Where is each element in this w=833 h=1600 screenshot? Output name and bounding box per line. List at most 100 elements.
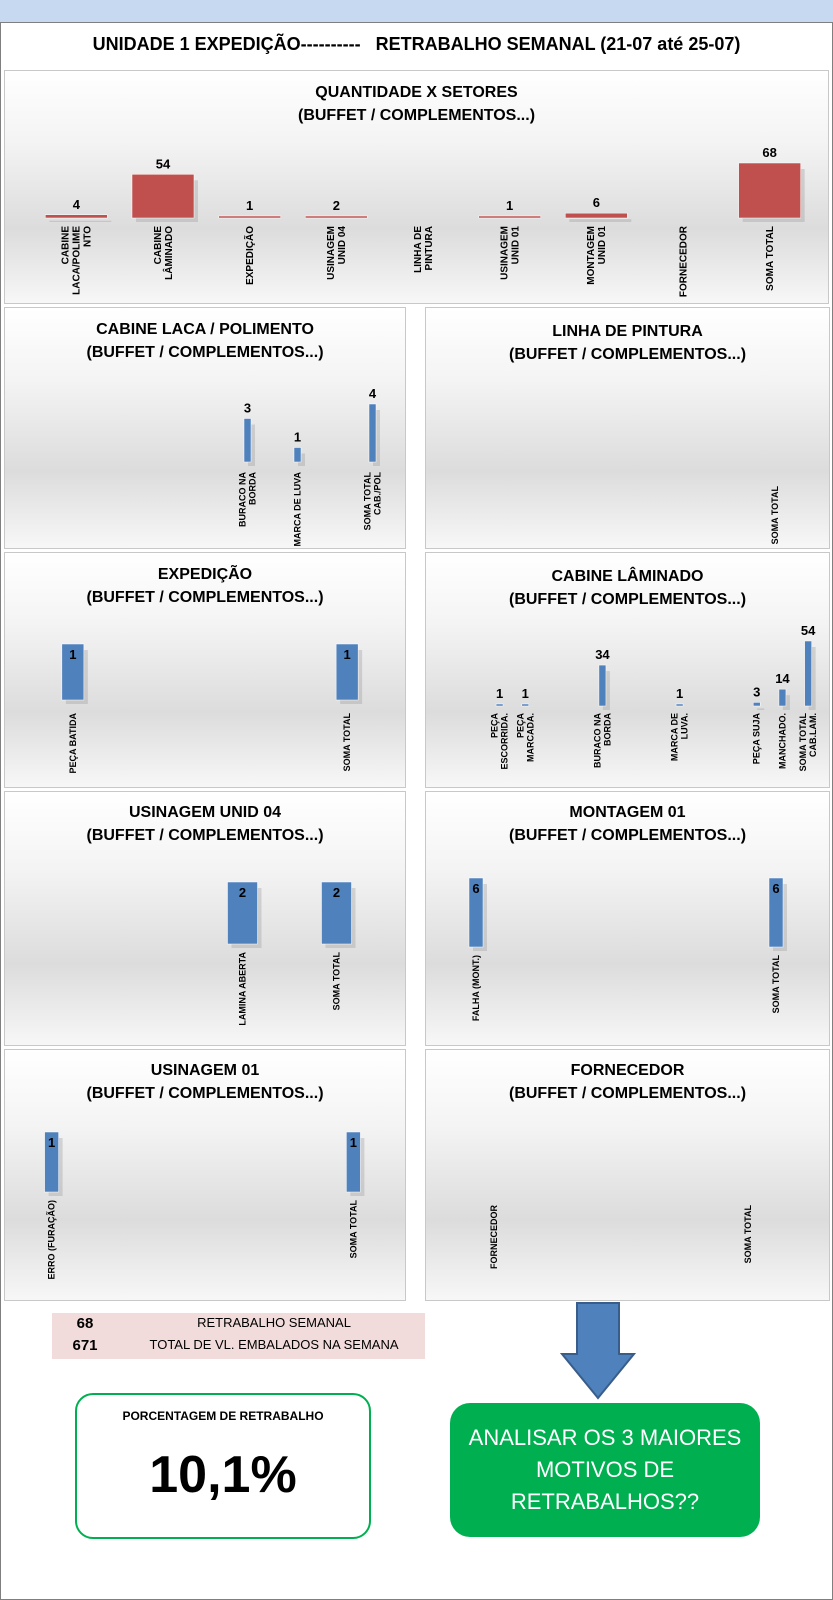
category-label-line: UNID 01 xyxy=(597,226,608,265)
category-label-line: SOMA TOTAL xyxy=(743,1205,753,1264)
category-label-line: ERRO (FURAÇÃO) xyxy=(47,1200,57,1280)
category-label-line: MARCADA. xyxy=(525,713,535,762)
category-label-line: MANCHADO. xyxy=(777,713,787,769)
summary-value: 671 xyxy=(72,1337,98,1354)
category-label: USINAGEM UNID 04 xyxy=(326,226,348,280)
chart-subtitle: (BUFFET / COMPLEMENTOS...) xyxy=(508,827,747,844)
category-label-line: SOMA TOTAL xyxy=(771,955,781,1014)
category-label: SOMA TOTAL xyxy=(348,1200,358,1259)
chart-usinagem-01: 1 ERRO (FURAÇÃO) 1 SOMA TOTAL xyxy=(44,1131,365,1280)
chart-subtitle: (BUFFET / COMPLEMENTOS...) xyxy=(86,589,324,606)
bar xyxy=(305,215,368,219)
category-label-line: EXPEDIÇÃO xyxy=(243,226,256,285)
data-label: 1 xyxy=(344,647,351,662)
chart-subtitle: (BUFFET / COMPLEMENTOS...) xyxy=(86,827,324,844)
percentage-value: 10,1% xyxy=(149,1446,297,1504)
chart-montagem-01: 6 FALHA (MONT.) 6 SOMA TOTAL xyxy=(468,877,787,1021)
data-label: 1 xyxy=(69,647,76,662)
bar xyxy=(804,640,812,707)
category-label-line: UNID 01 xyxy=(511,226,522,265)
chart-panel-setores: QUANTIDADE X SETORES (BUFFET / COMPLEMEN… xyxy=(4,70,829,304)
bar xyxy=(131,174,195,219)
bar xyxy=(346,1131,361,1193)
category-label: SOMA TOTAL xyxy=(743,1205,753,1264)
bar-shadow xyxy=(757,708,765,710)
category-label: FORNECEDOR xyxy=(489,1205,499,1270)
category-label: SOMA TOTAL CAB.LAM. xyxy=(798,713,818,772)
bar xyxy=(321,881,352,945)
bar xyxy=(61,643,85,701)
data-label: 6 xyxy=(472,881,479,896)
bar xyxy=(368,403,377,463)
bar-shadow xyxy=(782,695,790,710)
chart-panel-montagem-01: MONTAGEM 01 (BUFFET / COMPLEMENTOS...) 6… xyxy=(425,791,830,1046)
category-label-line: USINAGEM xyxy=(500,226,511,280)
summary-row-retrabalho: 68 RETRABALHO SEMANAL xyxy=(52,1315,425,1337)
category-label-line: USINAGEM xyxy=(326,226,337,280)
category-label-line: PEÇA SUJA xyxy=(752,713,762,765)
chart-title: FORNECEDOR xyxy=(570,1062,685,1079)
category-label-line: FALHA (MONT.) xyxy=(471,955,481,1021)
category-label-line: CAB.LAM. xyxy=(808,713,818,757)
chart-panel-cabine-laca: CABINE LACA / POLIMENTO (BUFFET / COMPLE… xyxy=(4,307,406,549)
category-label-line: ESCORRIDA. xyxy=(500,713,510,770)
category-label-line: FORNECEDOR xyxy=(678,225,689,297)
category-label-line: SOMA TOTAL xyxy=(348,1200,358,1259)
bar xyxy=(598,664,607,707)
category-label: CABINE LACA/POLIME NTO xyxy=(61,226,94,295)
data-label: 34 xyxy=(595,647,610,662)
bar xyxy=(768,877,784,948)
chart-subtitle: (BUFFET / COMPLEMENTOS...) xyxy=(508,346,747,363)
chart-title: QUANTIDADE X SETORES xyxy=(315,84,518,101)
bar-shadow xyxy=(373,410,380,466)
category-label: ERRO (FURAÇÃO) xyxy=(47,1200,57,1280)
data-label: 6 xyxy=(593,195,600,210)
category-label: PEÇA BATIDA xyxy=(68,713,78,774)
category-label: EXPEDIÇÃO xyxy=(243,226,256,285)
data-label: 1 xyxy=(48,1135,55,1150)
category-label: PEÇA MARCADA. xyxy=(515,713,535,762)
data-label: 2 xyxy=(333,885,340,900)
down-arrow-icon xyxy=(560,1302,636,1400)
data-label: 1 xyxy=(246,198,253,213)
category-label: PEÇA SUJA xyxy=(752,713,762,765)
bar xyxy=(478,215,541,219)
category-label: SOMA TOTAL xyxy=(770,486,780,545)
bar xyxy=(218,215,281,219)
category-label: SOMA TOTAL xyxy=(332,952,342,1011)
chart-subtitle: (BUFFET / COMPLEMENTOS...) xyxy=(508,591,747,608)
category-label-line: LINHA DE xyxy=(413,226,424,273)
category-label: LINHA DE PINTURA xyxy=(413,226,435,273)
data-label: 1 xyxy=(350,1135,357,1150)
bar xyxy=(243,418,252,463)
chart-subtitle: (BUFFET / COMPLEMENTOS...) xyxy=(86,1085,324,1102)
percentage-label: PORCENTAGEM DE RETRABALHO xyxy=(122,1409,324,1423)
category-label-line: CABINE xyxy=(153,226,164,265)
category-label-line: NTO xyxy=(83,226,94,247)
chart-title: CABINE LÂMINADO xyxy=(551,568,704,585)
category-label: MARCA DE LUVA xyxy=(293,472,303,547)
category-label-line: UNID 04 xyxy=(337,226,348,265)
category-label-line: BURACO NA xyxy=(592,713,602,768)
category-label: USINAGEM UNID 01 xyxy=(500,226,522,280)
bar xyxy=(45,214,108,219)
category-label: BURACO NA BORDA xyxy=(592,713,612,768)
summary-label: RETRABALHO SEMANAL xyxy=(197,1315,351,1330)
bar xyxy=(738,162,801,219)
bar xyxy=(293,447,302,463)
data-label: 1 xyxy=(496,686,503,701)
bar-shadow xyxy=(808,647,816,710)
category-label-line: BORDA xyxy=(602,713,612,746)
chart-panel-fornecedor: FORNECEDOR (BUFFET / COMPLEMENTOS...) FO… xyxy=(425,1049,830,1301)
bar-shadow xyxy=(602,671,610,710)
chart-panel-usinagem-04: USINAGEM UNID 04 (BUFFET / COMPLEMENTOS.… xyxy=(4,791,406,1046)
data-label: 68 xyxy=(762,145,776,160)
bar xyxy=(565,212,628,219)
summary-label: TOTAL DE VL. EMBALADOS NA SEMANA xyxy=(149,1337,399,1352)
bar xyxy=(675,703,684,707)
category-label-line: CAB./POL xyxy=(373,472,383,516)
category-label: MONTAGEM UNID 01 xyxy=(586,226,608,285)
data-label: 54 xyxy=(156,156,171,171)
